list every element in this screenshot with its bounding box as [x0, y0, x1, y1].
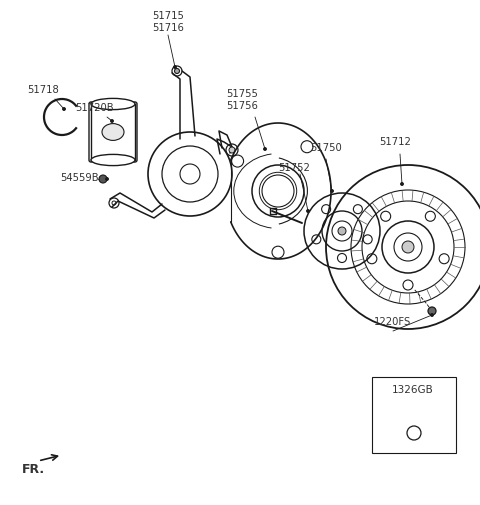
- Circle shape: [175, 69, 180, 74]
- Circle shape: [402, 241, 414, 254]
- Text: FR.: FR.: [22, 463, 45, 476]
- Circle shape: [428, 308, 436, 316]
- Circle shape: [400, 183, 404, 186]
- Circle shape: [331, 190, 334, 193]
- Circle shape: [110, 120, 113, 123]
- Text: 51720B: 51720B: [75, 103, 113, 113]
- FancyBboxPatch shape: [89, 103, 137, 163]
- Text: 51712: 51712: [379, 137, 411, 147]
- Ellipse shape: [91, 155, 135, 166]
- Text: 51718: 51718: [27, 85, 59, 95]
- Circle shape: [173, 66, 177, 69]
- Text: 1220FS: 1220FS: [374, 316, 412, 326]
- Text: 1326GB: 1326GB: [392, 384, 434, 394]
- Text: 54559B: 54559B: [60, 173, 98, 183]
- Circle shape: [106, 178, 108, 181]
- Text: 51715
51716: 51715 51716: [152, 11, 184, 33]
- Ellipse shape: [102, 124, 124, 141]
- Ellipse shape: [91, 99, 135, 111]
- Circle shape: [338, 228, 346, 235]
- Text: 51750: 51750: [310, 143, 342, 153]
- Circle shape: [229, 147, 235, 154]
- Bar: [372, 377, 456, 453]
- Text: 51752: 51752: [278, 163, 310, 173]
- Circle shape: [62, 108, 65, 111]
- Circle shape: [99, 176, 107, 184]
- Circle shape: [431, 314, 433, 317]
- Circle shape: [264, 148, 266, 151]
- Text: 51755
51756: 51755 51756: [226, 89, 258, 111]
- Circle shape: [307, 210, 310, 213]
